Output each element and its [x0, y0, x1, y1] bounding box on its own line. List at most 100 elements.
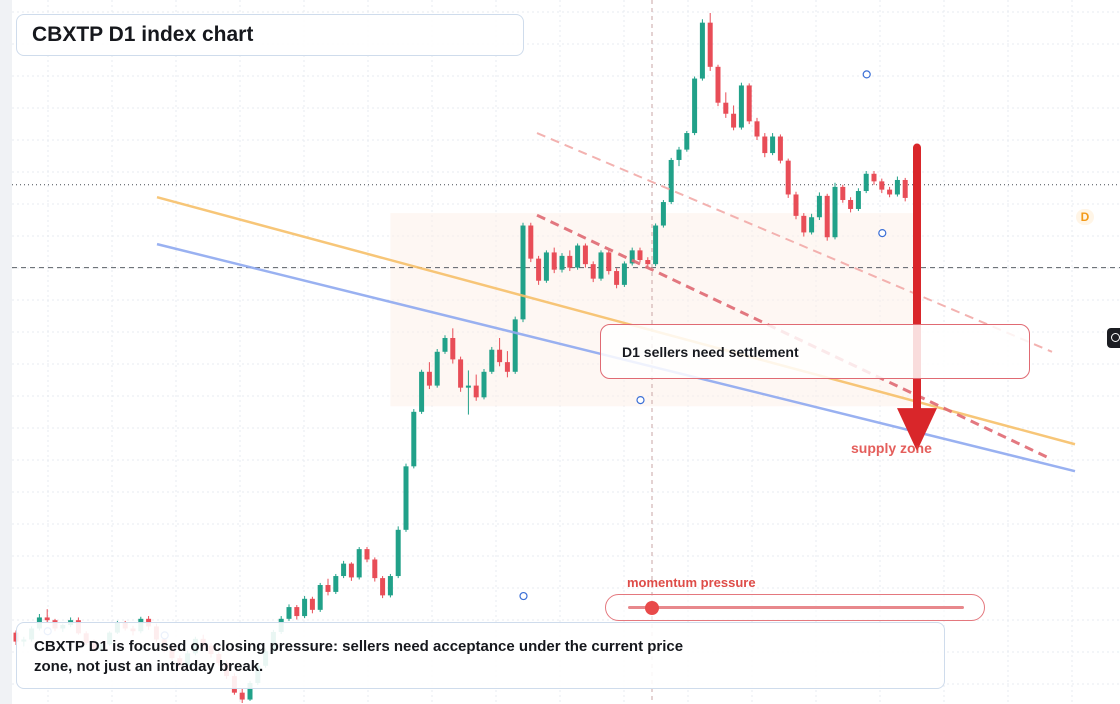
candle-body [723, 102, 729, 114]
candle-body [637, 250, 643, 261]
candle-body [746, 85, 752, 122]
candle-body [512, 319, 518, 372]
candle-body [294, 607, 300, 617]
candle-body [699, 22, 705, 79]
candle-body [239, 692, 245, 700]
candle-body [715, 66, 721, 103]
candle-body [309, 598, 315, 610]
crosshair-icon [1111, 333, 1120, 342]
candle-body [855, 191, 861, 209]
candle-body [894, 179, 900, 195]
candle-body [247, 682, 253, 700]
momentum-bar [628, 606, 964, 609]
candle-body [341, 563, 347, 577]
candle-body [809, 217, 815, 233]
candle-body [403, 466, 409, 530]
candle-body [645, 260, 651, 265]
candle-body [520, 225, 526, 320]
chart-title: CBXTP D1 index chart [32, 23, 254, 46]
supply-zone-label: supply zone [851, 440, 932, 456]
candle-body [777, 136, 783, 161]
timeframe-badge[interactable]: D [1076, 209, 1094, 225]
candle-body [762, 136, 768, 154]
candle-body [528, 225, 534, 259]
candle-body [559, 255, 565, 270]
callout-text: D1 sellers need settlement [622, 343, 799, 360]
candle-body [481, 371, 487, 398]
candle-body [302, 598, 308, 617]
candle-body [497, 349, 503, 363]
candle-body [348, 563, 354, 578]
candle-body [536, 258, 542, 281]
candle-body [770, 136, 776, 154]
candle-body [707, 22, 713, 67]
candle-body [754, 121, 760, 137]
candle-body [333, 576, 339, 592]
candle-body [902, 179, 908, 198]
candle-body [411, 411, 417, 467]
candle-body [684, 133, 690, 150]
candle-body [614, 271, 620, 285]
down-arrow-head [897, 408, 937, 452]
candle-body [489, 349, 495, 372]
settlement-callout: D1 sellers need settlement [600, 324, 1030, 379]
candle-body [364, 549, 370, 560]
candle-body [356, 549, 362, 578]
candle-body [629, 250, 635, 264]
candle-body [426, 371, 432, 386]
analysis-note: CBXTP D1 is focused on closing pressure:… [16, 622, 945, 689]
candle-body [879, 181, 885, 190]
candle-body [543, 252, 549, 281]
momentum-label: momentum pressure [627, 575, 756, 590]
momentum-slider[interactable] [605, 594, 985, 621]
candle-body [668, 159, 674, 203]
candle-body [863, 173, 869, 192]
candle-body [676, 149, 682, 160]
candle-body [325, 585, 331, 592]
note-text: CBXTP D1 is focused on closing pressure:… [34, 638, 684, 675]
candle-body [286, 607, 292, 619]
signal-marker [636, 395, 645, 405]
candle-body [44, 617, 50, 621]
candle-body [575, 245, 581, 268]
candle-body [465, 385, 471, 388]
candle-body [660, 202, 666, 226]
signal-marker [519, 591, 528, 601]
candle-body [380, 578, 386, 596]
candle-body [598, 252, 604, 279]
candle-body [824, 195, 830, 238]
trend-line-3 [536, 213, 1053, 461]
candle-body [801, 215, 807, 233]
candle-body [567, 255, 573, 268]
candle-body [504, 362, 510, 372]
candle-body [785, 160, 791, 195]
candle-body [372, 559, 378, 579]
candle-body [473, 385, 479, 398]
candle-body [395, 529, 401, 577]
candle-body [816, 195, 822, 218]
candle-body [692, 78, 698, 134]
left-rail [0, 0, 12, 704]
candle-body [738, 85, 744, 128]
candle-body [887, 189, 893, 195]
signal-marker [862, 70, 871, 79]
candle-body [458, 359, 464, 388]
candle-body [419, 371, 425, 412]
candle-body [848, 199, 854, 209]
candle-body [871, 173, 877, 182]
candle-body [731, 113, 737, 128]
trend-line-4 [536, 132, 1053, 353]
signal-marker [878, 229, 887, 238]
candle-body [387, 576, 393, 596]
candle-body [621, 263, 627, 285]
crosshair-button[interactable] [1107, 328, 1120, 348]
candle-body [317, 585, 323, 610]
momentum-knob[interactable] [644, 601, 659, 615]
candle-body [450, 337, 456, 360]
candle-body [653, 225, 659, 265]
title-box: CBXTP D1 index chart [16, 14, 524, 56]
candle-body [793, 194, 799, 216]
candle-body [606, 252, 612, 272]
trend-line-1 [156, 196, 1076, 446]
candle-body [840, 186, 846, 200]
